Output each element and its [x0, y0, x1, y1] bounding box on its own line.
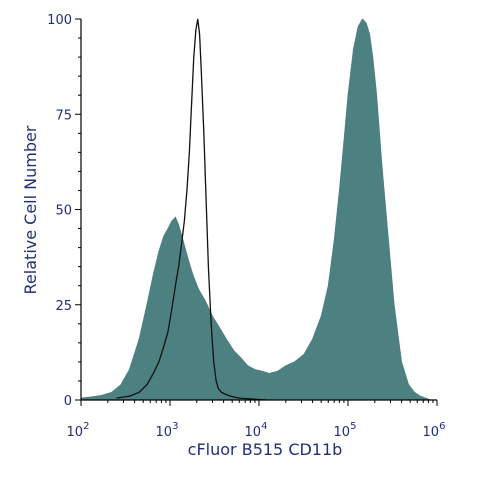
x-axis-title: cFluor B515 CD11b: [188, 440, 343, 459]
plot-area: [80, 18, 431, 401]
x-tick-label: 104: [245, 421, 268, 440]
y-axis-title: Relative Cell Number: [21, 125, 40, 294]
x-tick-label: 103: [156, 421, 179, 440]
x-tick-label: 106: [423, 421, 446, 440]
x-tick-label: 102: [67, 421, 90, 440]
y-tick-label: 75: [55, 108, 72, 123]
y-tick-label: 50: [55, 204, 72, 219]
axes: 0 25 50 75 100 102 103 104 105 106: [47, 13, 445, 440]
y-tick-label: 25: [55, 299, 72, 314]
y-tick-label: 0: [64, 394, 72, 409]
x-tick-label: 105: [334, 421, 357, 440]
y-tick-label: 100: [47, 13, 72, 28]
outline-histogram-series: [116, 18, 267, 401]
filled-histogram-series: [80, 18, 431, 401]
